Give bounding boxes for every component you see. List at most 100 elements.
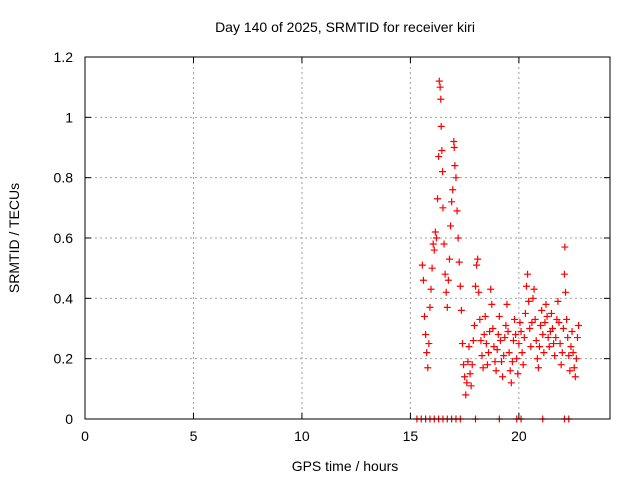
data-point bbox=[534, 364, 542, 372]
data-point bbox=[563, 315, 571, 323]
data-point bbox=[434, 195, 442, 203]
data-point bbox=[505, 349, 513, 357]
y-tick-label: 0.8 bbox=[54, 170, 74, 186]
data-point bbox=[509, 337, 517, 345]
data-point bbox=[489, 325, 497, 332]
data-point bbox=[494, 331, 502, 339]
data-point bbox=[559, 325, 567, 332]
data-point bbox=[450, 137, 458, 145]
data-point bbox=[432, 234, 440, 242]
data-point bbox=[520, 334, 528, 342]
data-point bbox=[458, 340, 466, 348]
data-point bbox=[479, 364, 487, 372]
x-tick-label: 20 bbox=[511, 428, 527, 444]
data-point bbox=[543, 312, 551, 320]
data-point bbox=[470, 321, 478, 329]
y-tick-label: 1 bbox=[65, 109, 73, 125]
data-point bbox=[439, 204, 447, 212]
data-point bbox=[533, 355, 541, 363]
data-point bbox=[527, 343, 535, 351]
data-point bbox=[488, 300, 496, 308]
data-point bbox=[461, 373, 469, 381]
data-point bbox=[569, 349, 577, 357]
data-point bbox=[502, 321, 510, 329]
y-tick-label: 0 bbox=[65, 411, 73, 427]
data-point bbox=[572, 355, 580, 363]
data-point bbox=[565, 352, 573, 360]
data-point bbox=[561, 243, 569, 251]
data-point bbox=[524, 270, 532, 278]
data-point bbox=[437, 122, 445, 130]
data-point bbox=[428, 264, 436, 272]
data-point bbox=[464, 358, 472, 366]
data-point bbox=[477, 337, 485, 345]
data-point bbox=[532, 337, 540, 345]
x-tick-label: 5 bbox=[190, 428, 198, 444]
data-point bbox=[571, 373, 579, 381]
data-point bbox=[443, 303, 451, 311]
data-point bbox=[500, 352, 508, 360]
data-point bbox=[454, 234, 462, 242]
data-point bbox=[460, 361, 468, 369]
data-point bbox=[447, 222, 455, 230]
data-point bbox=[551, 352, 559, 360]
data-point bbox=[504, 328, 512, 336]
data-point bbox=[468, 361, 476, 369]
data-point bbox=[498, 358, 506, 366]
data-point bbox=[448, 198, 456, 206]
data-point bbox=[476, 315, 484, 323]
data-point bbox=[449, 186, 457, 194]
data-point bbox=[431, 228, 439, 236]
data-point bbox=[503, 300, 511, 308]
data-point bbox=[493, 346, 501, 354]
data-point bbox=[463, 379, 471, 387]
data-point bbox=[475, 288, 483, 296]
data-point bbox=[455, 258, 463, 266]
data-point bbox=[436, 83, 444, 91]
data-point bbox=[573, 334, 581, 342]
data-point bbox=[421, 312, 429, 320]
data-point bbox=[440, 240, 448, 248]
data-point bbox=[425, 340, 433, 348]
data-point bbox=[535, 343, 543, 351]
data-point bbox=[526, 325, 534, 332]
x-tick-label: 0 bbox=[81, 428, 89, 444]
data-point bbox=[516, 318, 524, 326]
data-point bbox=[566, 367, 574, 375]
data-point bbox=[549, 325, 557, 332]
data-point bbox=[508, 358, 516, 366]
data-point bbox=[422, 331, 430, 339]
data-point bbox=[562, 288, 570, 296]
data-point bbox=[545, 343, 553, 351]
data-point bbox=[570, 364, 578, 372]
data-point bbox=[537, 321, 545, 329]
data-point bbox=[554, 297, 562, 305]
data-point bbox=[506, 367, 514, 375]
data-point bbox=[427, 285, 435, 293]
data-point bbox=[439, 168, 447, 176]
data-point bbox=[567, 343, 575, 351]
data-point bbox=[512, 331, 520, 339]
data-point bbox=[501, 334, 509, 342]
data-point bbox=[441, 270, 449, 278]
x-axis-title: GPS time / hours bbox=[292, 458, 399, 474]
data-point bbox=[451, 162, 459, 170]
data-point bbox=[469, 337, 477, 345]
y-tick-label: 0.2 bbox=[54, 351, 74, 367]
data-point bbox=[513, 355, 521, 363]
data-point bbox=[518, 349, 526, 357]
data-point bbox=[480, 331, 488, 339]
data-point bbox=[482, 340, 490, 348]
data-point bbox=[418, 261, 426, 269]
data-point bbox=[453, 207, 461, 215]
data-point bbox=[491, 358, 499, 366]
data-point bbox=[558, 349, 566, 357]
data-point bbox=[467, 382, 475, 390]
data-point bbox=[435, 77, 443, 85]
data-point bbox=[514, 370, 522, 378]
data-point bbox=[444, 276, 452, 284]
data-point bbox=[521, 309, 529, 317]
data-point bbox=[522, 282, 530, 290]
data-point bbox=[525, 297, 533, 305]
